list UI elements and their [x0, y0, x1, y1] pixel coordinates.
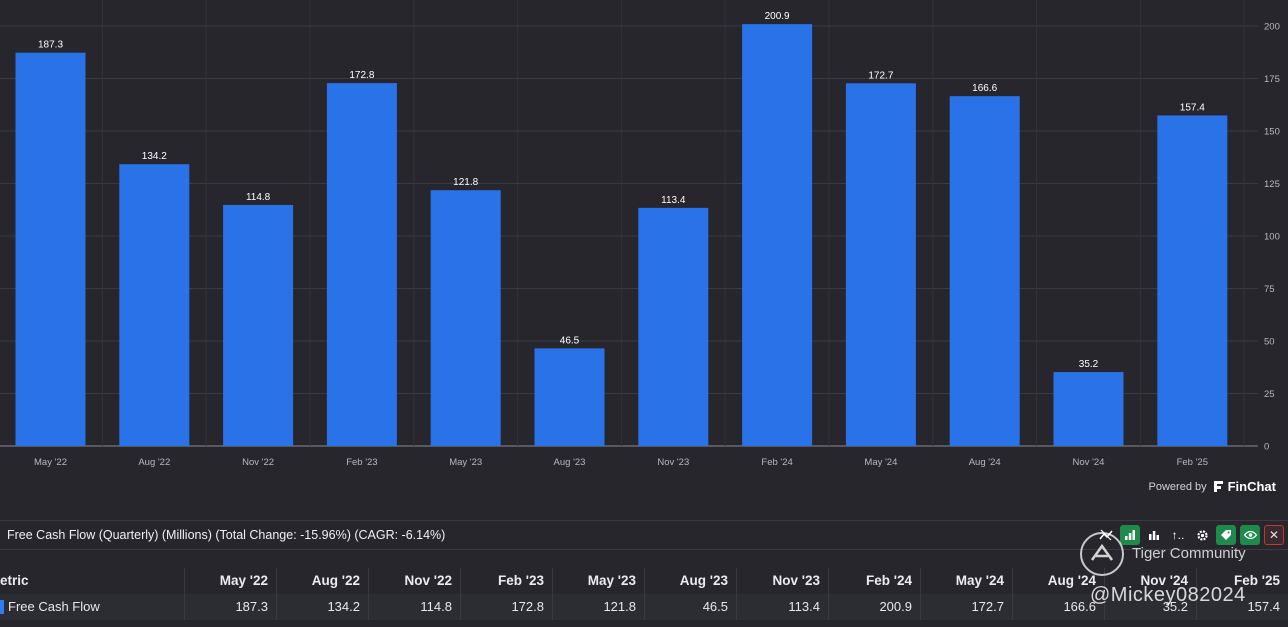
data-label: 187.3: [38, 40, 63, 51]
x-tick-label: May '23: [449, 457, 482, 468]
table-cell: 172.8: [460, 594, 552, 620]
tag-icon[interactable]: [1216, 525, 1236, 545]
x-tick-label: Aug '23: [554, 457, 586, 468]
x-tick-label: Feb '25: [1177, 457, 1208, 468]
bar: [949, 96, 1020, 446]
bar: [326, 83, 397, 447]
x-tick-label: Feb '24: [761, 457, 792, 468]
table-row[interactable]: Free Cash Flow 187.3 134.2 114.8 172.8 121.8…: [0, 594, 1288, 620]
table-cell: 187.3: [184, 594, 276, 620]
data-label: 172.8: [349, 70, 374, 81]
data-label: 157.4: [1180, 102, 1205, 113]
data-label: 200.9: [765, 11, 790, 22]
data-label: 172.7: [868, 70, 893, 81]
x-tick-label: Nov '22: [242, 457, 274, 468]
bar: [15, 52, 86, 447]
powered-by[interactable]: Powered by FinChat: [1149, 479, 1276, 494]
y-tick-label: 125: [1264, 179, 1280, 190]
x-tick-label: Nov '23: [657, 457, 689, 468]
eye-icon[interactable]: [1240, 525, 1260, 545]
column-header[interactable]: Nov '22: [368, 568, 460, 594]
metric-name-cell: Free Cash Flow: [0, 594, 184, 620]
x-tick-label: May '22: [34, 457, 67, 468]
column-header[interactable]: Aug '24: [1012, 568, 1104, 594]
y-tick-label: 200: [1264, 22, 1280, 33]
column-header[interactable]: Aug '22: [276, 568, 368, 594]
finchat-logo: FinChat: [1212, 479, 1276, 494]
x-tick-label: Nov '24: [1073, 457, 1105, 468]
y-tick-label: 150: [1264, 127, 1280, 138]
y-tick-label: 50: [1264, 337, 1275, 348]
column-header[interactable]: Feb '25: [1196, 568, 1288, 594]
bar: [430, 190, 501, 446]
x-tick-label: May '24: [864, 457, 897, 468]
data-label: 134.2: [142, 151, 167, 162]
table-cell: 46.5: [644, 594, 736, 620]
data-label: 46.5: [560, 335, 580, 346]
column-header[interactable]: May '23: [552, 568, 644, 594]
table-cell: 157.4: [1196, 594, 1288, 620]
bar: [119, 164, 190, 446]
table-header-row: etric May '22 Aug '22 Nov '22 Feb '23 May '2…: [0, 568, 1288, 594]
column-header[interactable]: Nov '23: [736, 568, 828, 594]
chart-toolbar: ↑.. ✕: [1096, 525, 1284, 545]
table-cell: 121.8: [552, 594, 644, 620]
data-label: 121.8: [453, 177, 478, 188]
finchat-brand-name: FinChat: [1227, 479, 1276, 494]
table-cell: 166.6: [1012, 594, 1104, 620]
table-cell: 134.2: [276, 594, 368, 620]
column-header[interactable]: Aug '23: [644, 568, 736, 594]
y-tick-label: 25: [1264, 389, 1275, 400]
sort-icon[interactable]: ↑..: [1171, 528, 1185, 542]
series-color-swatch: [0, 599, 4, 614]
y-tick-label: 175: [1264, 74, 1280, 85]
x-tick-label: Feb '23: [346, 457, 377, 468]
data-label: 114.8: [246, 192, 271, 203]
data-label: 113.4: [661, 195, 686, 206]
data-label: 35.2: [1079, 359, 1099, 370]
table-cell: 113.4: [736, 594, 828, 620]
metric-name: Free Cash Flow: [8, 599, 100, 614]
x-tick-label: Aug '24: [969, 457, 1001, 468]
gear-icon[interactable]: [1192, 525, 1212, 545]
bar: [1157, 115, 1228, 447]
column-header[interactable]: May '24: [920, 568, 1012, 594]
x-tick-label: Aug '22: [138, 457, 170, 468]
y-tick-label: 0: [1264, 442, 1269, 453]
data-table: etric May '22 Aug '22 Nov '22 Feb '23 May '2…: [0, 568, 1288, 627]
chart-info-bar: Free Cash Flow (Quarterly) (Millions) (T…: [0, 520, 1288, 550]
bar-chart-alt-icon[interactable]: [1144, 525, 1164, 545]
bar-chart-icon[interactable]: [1120, 525, 1140, 545]
column-header[interactable]: May '22: [184, 568, 276, 594]
data-label: 166.6: [972, 83, 997, 94]
table-cell: 114.8: [368, 594, 460, 620]
column-header[interactable]: Feb '24: [828, 568, 920, 594]
table-cell: 200.9: [828, 594, 920, 620]
bar: [534, 348, 605, 446]
bar: [223, 204, 294, 446]
y-tick-label: 100: [1264, 232, 1280, 243]
table-cell: 172.7: [920, 594, 1012, 620]
trend-off-icon[interactable]: [1096, 525, 1116, 545]
bar: [1053, 372, 1124, 446]
bar-chart: 187.3 134.2 114.8 172.8 121.8 46.5 113.4 200.9 1…: [0, 0, 1280, 468]
chart-summary-text: Free Cash Flow (Quarterly) (Millions) (T…: [7, 528, 446, 542]
close-icon[interactable]: ✕: [1264, 525, 1284, 545]
table-cell: 35.2: [1104, 594, 1196, 620]
powered-by-label: Powered by: [1148, 480, 1207, 493]
finchat-icon: [1213, 481, 1223, 492]
y-tick-label: 75: [1264, 284, 1275, 295]
bar: [742, 24, 813, 447]
column-header[interactable]: Nov '24: [1104, 568, 1196, 594]
column-header[interactable]: Feb '23: [460, 568, 552, 594]
metric-column-header: etric: [0, 573, 29, 588]
bar: [845, 83, 916, 446]
bar: [638, 207, 709, 446]
